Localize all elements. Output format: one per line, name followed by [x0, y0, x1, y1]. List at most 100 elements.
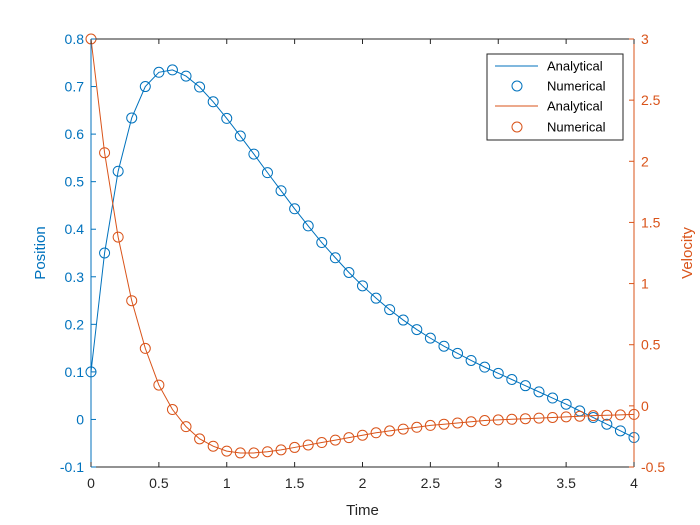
x-tick-label: 3 [494, 475, 502, 491]
x-tick-label: 3.5 [556, 475, 576, 491]
position-numerical-point [207, 96, 219, 108]
velocity-numerical-point [533, 412, 545, 424]
x-axis-title: Time [346, 502, 379, 519]
velocity-numerical-point [492, 414, 504, 426]
velocity-numerical-point [329, 434, 341, 446]
velocity-numerical-point [289, 441, 301, 453]
x-tick-label: 0 [87, 475, 95, 491]
position-numerical-point [479, 361, 491, 373]
left-y-tick-label: 0.1 [65, 364, 85, 380]
velocity-numerical-point [139, 342, 151, 354]
position-numerical-point [560, 398, 572, 410]
position-numerical-point [547, 392, 559, 404]
x-tick-label: 4 [630, 475, 638, 491]
velocity-numerical-point [519, 413, 531, 425]
velocity-numerical-point [465, 416, 477, 428]
position-numerical-point [261, 167, 273, 179]
velocity-numerical-point [343, 432, 355, 444]
position-numerical-point [492, 367, 504, 379]
velocity-numerical-point [275, 444, 287, 456]
ticks-layer: 0 0.5 1 1.5 2 2.5 3 3.5 4-0.100.10.20.30.40.50.6… [60, 31, 665, 491]
x-tick-label: 0.5 [149, 475, 169, 491]
position-numerical-point [99, 247, 111, 259]
position-numerical-point [289, 203, 301, 215]
velocity-numerical-point [601, 409, 613, 421]
left-y-tick-label: 0.7 [65, 79, 85, 95]
velocity-numerical-point [112, 231, 124, 243]
left-y-tick-label: 0.8 [65, 31, 85, 47]
velocity-numerical-point [316, 437, 328, 449]
velocity-numerical-point [560, 411, 572, 423]
legend-label: Analytical [547, 59, 603, 74]
right-y-tick-label: 1.5 [641, 214, 661, 230]
left-y-tick-label: 0.6 [65, 126, 85, 142]
legend-label: Analytical [547, 99, 603, 114]
velocity-numerical-point [180, 421, 192, 433]
velocity-numerical-point [234, 447, 246, 459]
position-numerical-point [316, 237, 328, 249]
right-y-tick-label: -0.5 [641, 459, 665, 475]
position-numerical-point [275, 185, 287, 197]
position-numerical-point [357, 280, 368, 292]
velocity-numerical-point [166, 404, 178, 416]
velocity-numerical-point [126, 295, 138, 307]
velocity-numerical-point [302, 439, 314, 451]
legend-label: Numerical [547, 120, 606, 135]
position-numerical-point [221, 112, 233, 124]
position-numerical-point [139, 81, 151, 93]
velocity-numerical-point [194, 433, 206, 445]
velocity-numerical-point [370, 427, 382, 439]
right-y-tick-label: 3 [641, 31, 649, 47]
x-tick-label: 2 [359, 475, 367, 491]
left-y-tick-label: -0.1 [60, 459, 84, 475]
position-numerical-point [506, 373, 518, 385]
position-numerical-point [438, 340, 450, 352]
left-y-tick-label: 0.4 [65, 221, 85, 237]
velocity-numerical-point [207, 440, 219, 452]
velocity-numerical-point [547, 411, 559, 423]
velocity-numerical-point [357, 429, 368, 441]
velocity-numerical-point [506, 413, 518, 425]
position-numerical-point [614, 425, 626, 437]
position-numerical-point [452, 347, 464, 359]
left-y-axis-title: Position [32, 226, 49, 279]
velocity-numerical-point [614, 409, 626, 421]
legend: Analytical Numerical Analytical Numerical [486, 53, 624, 141]
right-y-tick-label: 0.5 [641, 337, 661, 353]
velocity-numerical-point [153, 379, 165, 391]
velocity-numerical-point [479, 415, 491, 427]
legend-marker-swatch [511, 80, 523, 92]
position-numerical-point [370, 292, 382, 304]
velocity-numerical-point [99, 147, 111, 159]
legend-items: Analytical Numerical Analytical Numerical [495, 59, 606, 135]
position-numerical-point [411, 324, 423, 336]
position-numerical-point [519, 380, 531, 392]
legend-marker-swatch [511, 121, 523, 133]
left-y-tick-label: 0.3 [65, 269, 85, 285]
velocity-numerical-point [384, 425, 396, 437]
position-numerical-point [248, 148, 260, 160]
velocity-numerical-point [438, 418, 450, 430]
position-numerical-point [194, 81, 206, 93]
velocity-numerical-point [452, 417, 464, 429]
velocity-numerical-point [248, 447, 260, 459]
velocity-numerical-point [221, 445, 233, 457]
position-numerical-point [533, 386, 545, 398]
position-numerical-point [153, 66, 165, 78]
position-numerical-point [166, 64, 178, 76]
left-y-tick-label: 0 [76, 411, 84, 427]
left-y-tick-label: 0.2 [65, 316, 85, 332]
position-numerical-point [601, 418, 613, 430]
right-y-tick-label: 2.5 [641, 92, 661, 108]
right-y-axis-title: Velocity [679, 227, 696, 279]
position-numerical-point [465, 354, 477, 366]
right-y-tick-label: 2 [641, 153, 649, 169]
x-tick-label: 1 [223, 475, 231, 491]
x-tick-label: 1.5 [285, 475, 305, 491]
velocity-numerical-point [261, 446, 273, 458]
legend-box [486, 53, 624, 141]
position-numerical-point [126, 112, 138, 124]
velocity-numerical-point [411, 421, 423, 433]
legend-label: Numerical [547, 79, 606, 94]
